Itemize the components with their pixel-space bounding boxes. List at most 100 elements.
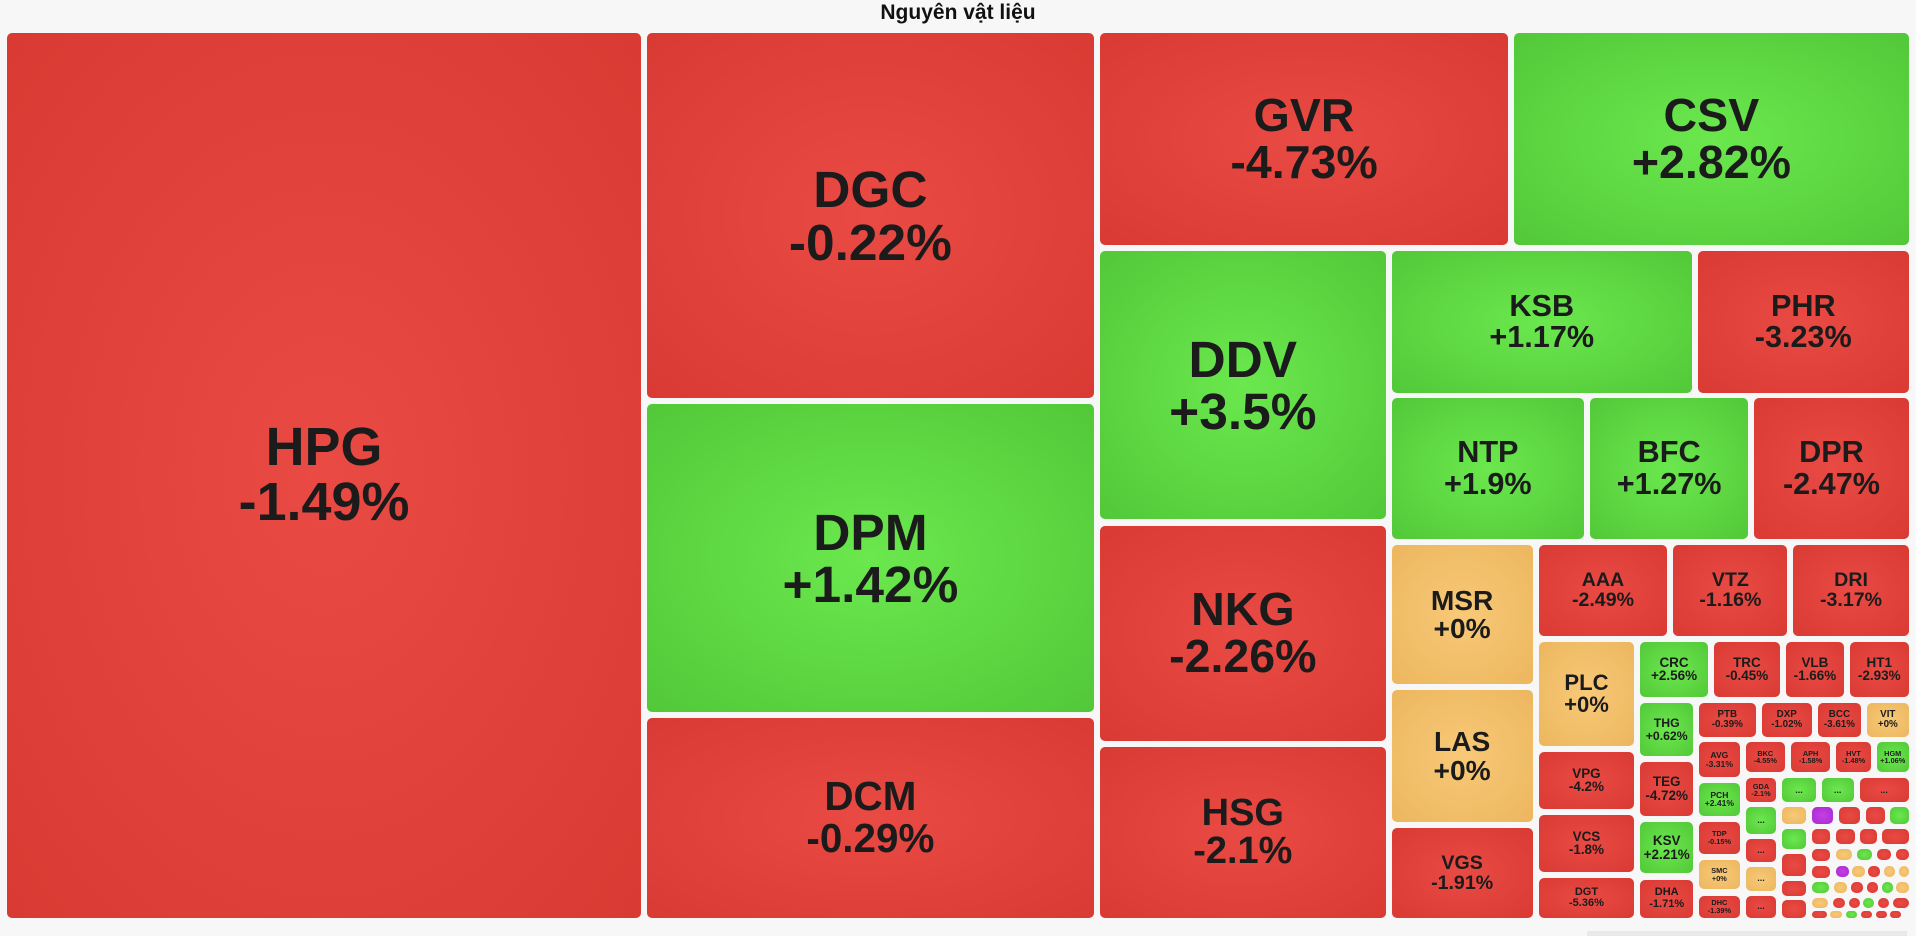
- tile-dcm[interactable]: DCM -0.29%: [646, 717, 1094, 918]
- tile-small[interactable]: [1860, 911, 1872, 918]
- tile-small[interactable]: [1851, 882, 1864, 894]
- tile-small[interactable]: [1811, 897, 1828, 908]
- tile-small[interactable]: [1859, 829, 1877, 845]
- tile-dha[interactable]: DHA -1.71%: [1640, 879, 1694, 918]
- tile-small[interactable]: [1890, 807, 1909, 825]
- tile-small[interactable]: [1857, 848, 1872, 860]
- tile-hgm[interactable]: HGM +1.06%: [1876, 742, 1909, 772]
- tile-small[interactable]: [1836, 866, 1849, 878]
- tile-las[interactable]: LAS +0%: [1391, 689, 1533, 822]
- tile-ptb[interactable]: PTB -0.39%: [1699, 703, 1756, 738]
- tile-csv[interactable]: CSV +2.82%: [1514, 33, 1909, 245]
- tile-pch[interactable]: PCH +2.41%: [1699, 782, 1740, 816]
- tile-vtz[interactable]: VTZ -1.16%: [1673, 545, 1788, 636]
- tile-thg[interactable]: THG +0.62%: [1640, 703, 1694, 756]
- tile-phr[interactable]: PHR -3.23%: [1697, 251, 1909, 394]
- tile-small[interactable]: [1811, 911, 1827, 918]
- tile-vcs[interactable]: VCS -1.8%: [1538, 814, 1635, 873]
- tile-ht1[interactable]: HT1 -2.93%: [1849, 641, 1909, 698]
- tile-small[interactable]: ...: [1782, 777, 1816, 803]
- tile-small[interactable]: [1848, 897, 1860, 908]
- tile-hvt[interactable]: HVT -1.48%: [1836, 742, 1871, 772]
- tile-gda[interactable]: GDA -2.1%: [1745, 777, 1777, 803]
- tile-small[interactable]: [1868, 866, 1881, 878]
- tile-ntp[interactable]: NTP +1.9%: [1391, 398, 1584, 540]
- tile-dpr[interactable]: DPR -2.47%: [1754, 398, 1909, 540]
- tile-msr[interactable]: MSR +0%: [1391, 545, 1533, 684]
- tile-small[interactable]: ...: [1745, 807, 1777, 835]
- tile-dpm[interactable]: DPM +1.42%: [646, 404, 1094, 712]
- tile-nkg[interactable]: NKG -2.26%: [1100, 525, 1386, 742]
- tile-small[interactable]: [1830, 911, 1843, 918]
- tile-symbol: VLB: [1801, 654, 1829, 670]
- tile-tdp[interactable]: TDP -0.15%: [1699, 822, 1740, 854]
- tile-small[interactable]: [1832, 897, 1845, 908]
- tile-symbol: HT1: [1866, 654, 1892, 670]
- tile-small[interactable]: [1878, 897, 1890, 908]
- tile-ksv[interactable]: KSV +2.21%: [1640, 822, 1694, 874]
- tile-hsg[interactable]: HSG -2.1%: [1100, 747, 1386, 918]
- tile-gvr[interactable]: GVR -4.73%: [1100, 33, 1509, 245]
- tile-vpg[interactable]: VPG -4.2%: [1538, 752, 1635, 809]
- tile-vit[interactable]: VIT +0%: [1866, 703, 1909, 738]
- tile-vlb[interactable]: VLB -1.66%: [1786, 641, 1844, 698]
- tile-small[interactable]: [1811, 882, 1829, 894]
- tile-dgt[interactable]: DGT -5.36%: [1538, 878, 1635, 918]
- tile-aph[interactable]: APH -1.58%: [1791, 742, 1831, 772]
- tile-small[interactable]: ...: [1745, 867, 1777, 891]
- tile-crc[interactable]: CRC +2.56%: [1640, 641, 1708, 698]
- tile-smc[interactable]: SMC +0%: [1699, 859, 1740, 890]
- tile-small[interactable]: [1782, 829, 1806, 849]
- tile-hpg[interactable]: HPG -1.49%: [7, 33, 641, 918]
- tile-small[interactable]: [1892, 897, 1909, 908]
- tile-small[interactable]: [1811, 866, 1831, 879]
- tile-small[interactable]: [1811, 829, 1831, 845]
- tile-small[interactable]: [1881, 882, 1893, 894]
- tile-small[interactable]: [1782, 900, 1806, 918]
- tile-dri[interactable]: DRI -3.17%: [1793, 545, 1909, 636]
- tile-dhc[interactable]: DHC -1.39%: [1699, 895, 1740, 918]
- tile-small[interactable]: [1852, 866, 1865, 878]
- tile-bfc[interactable]: BFC +1.27%: [1590, 398, 1749, 540]
- tile-small[interactable]: [1833, 882, 1848, 894]
- tile-small[interactable]: [1875, 911, 1887, 918]
- tile-small[interactable]: [1876, 848, 1892, 860]
- tile-teg[interactable]: TEG -4.72%: [1640, 761, 1694, 816]
- tile-symbol: DPM: [813, 502, 928, 561]
- tile-small[interactable]: [1836, 848, 1853, 860]
- tile-small[interactable]: [1863, 897, 1875, 908]
- tile-plc[interactable]: PLC +0%: [1538, 641, 1635, 747]
- tile-small[interactable]: [1811, 848, 1831, 862]
- tile-small[interactable]: [1782, 880, 1806, 896]
- tile-small[interactable]: [1898, 866, 1909, 878]
- tile-small[interactable]: [1782, 807, 1806, 825]
- tile-small[interactable]: [1865, 807, 1886, 825]
- tile-small[interactable]: ...: [1859, 777, 1909, 803]
- tile-bcc[interactable]: BCC -3.61%: [1817, 703, 1861, 738]
- tile-dxp[interactable]: DXP -1.02%: [1761, 703, 1812, 738]
- tile-small[interactable]: [1836, 829, 1855, 845]
- tile-small[interactable]: [1890, 911, 1902, 918]
- tile-trc[interactable]: TRC -0.45%: [1713, 641, 1780, 698]
- tile-small[interactable]: ...: [1821, 777, 1854, 803]
- tile-small[interactable]: ...: [1745, 839, 1777, 863]
- tile-ddv[interactable]: DDV +3.5%: [1100, 251, 1386, 520]
- tile-small[interactable]: [1884, 866, 1896, 878]
- tile-small[interactable]: [1838, 807, 1860, 825]
- tile-small[interactable]: [1866, 882, 1878, 894]
- tile-small[interactable]: [1811, 807, 1833, 825]
- tile-aaa[interactable]: AAA -2.49%: [1538, 545, 1668, 636]
- tile-change: -2.1%: [1751, 789, 1771, 799]
- tile-small[interactable]: [1896, 882, 1909, 894]
- tile-ksb[interactable]: KSB +1.17%: [1391, 251, 1692, 394]
- tile-bkc[interactable]: BKC -4.55%: [1745, 742, 1785, 772]
- tile-small[interactable]: [1846, 911, 1858, 918]
- tile-vgs[interactable]: VGS -1.91%: [1391, 828, 1533, 918]
- tile-dgc[interactable]: DGC -0.22%: [646, 33, 1094, 399]
- tile-small[interactable]: ...: [1745, 895, 1777, 918]
- tile-avg[interactable]: AVG -3.31%: [1699, 742, 1740, 777]
- tile-small[interactable]: [1881, 829, 1909, 845]
- tile-small[interactable]: [1896, 848, 1909, 860]
- tile-change: -4.72%: [1645, 787, 1689, 803]
- tile-small[interactable]: [1782, 853, 1806, 876]
